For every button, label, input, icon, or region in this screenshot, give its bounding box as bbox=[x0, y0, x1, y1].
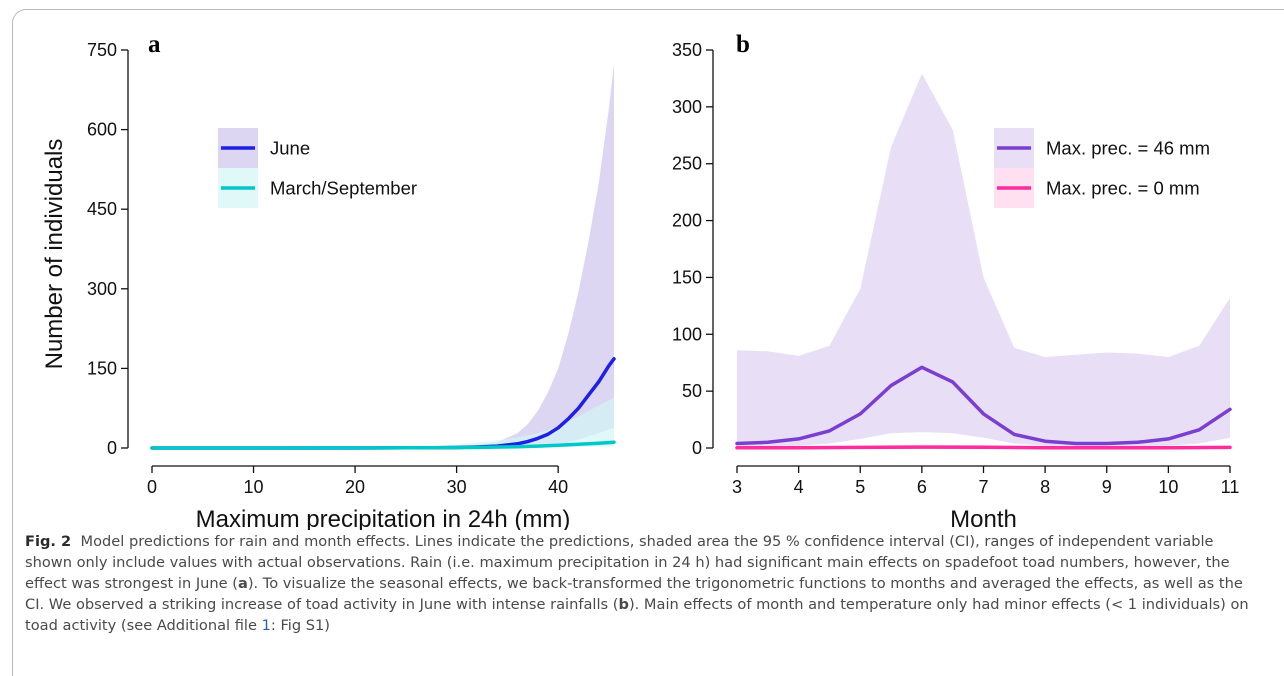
y-tick-label-a-5: 750 bbox=[87, 40, 117, 60]
legend-a: June March/September bbox=[218, 128, 417, 208]
y-tick-label-b-2: 100 bbox=[672, 324, 702, 344]
ci-band-b-0 bbox=[737, 73, 1230, 447]
x-tick-label-b-0: 3 bbox=[732, 477, 742, 497]
x-tick-label-a-3: 30 bbox=[447, 477, 467, 497]
figure-frame bbox=[12, 9, 1284, 676]
y-tick-label-b-5: 250 bbox=[672, 154, 702, 174]
legend-label-b-0: Max. prec. = 46 mm bbox=[1046, 138, 1210, 159]
figure-caption: Fig. 2 Model predictions for rain and mo… bbox=[25, 531, 1260, 636]
legend-label-a-0: June bbox=[270, 138, 310, 159]
figure-label: Fig. 2 bbox=[25, 533, 72, 550]
y-tick-label-a-3: 450 bbox=[87, 199, 117, 219]
x-tick-label-a-0: 0 bbox=[147, 477, 157, 497]
y-tick-label-a-2: 300 bbox=[87, 279, 117, 299]
caption-panel-ref-a: a bbox=[237, 575, 248, 592]
chart-panel-b: 0 50 100 150 200 250 300 350 3 4 5 6 7 8 9 10 11 Month b Ma… bbox=[672, 31, 1239, 530]
x-tick-label-b-6: 9 bbox=[1102, 477, 1112, 497]
ci-band-a-1 bbox=[152, 397, 614, 448]
caption-text-1: Model predictions for rain and month eff… bbox=[25, 533, 1230, 592]
legend-b: Max. prec. = 46 mm Max. prec. = 0 mm bbox=[994, 128, 1210, 208]
series-line-b-0 bbox=[735, 365, 1232, 446]
x-tick-label-b-7: 10 bbox=[1158, 477, 1178, 497]
x-tick-label-a-2: 20 bbox=[345, 477, 365, 497]
legend-label-b-1: Max. prec. = 0 mm bbox=[1046, 178, 1200, 199]
y-tick-label-a-1: 150 bbox=[87, 358, 117, 378]
legend-label-a-1: March/September bbox=[270, 178, 417, 199]
panel-tag-a: a bbox=[148, 31, 161, 58]
x-tick-label-b-3: 6 bbox=[917, 477, 927, 497]
y-tick-label-b-3: 150 bbox=[672, 267, 702, 287]
caption-text-2: ). To visualize the seasonal effects, we… bbox=[25, 575, 1243, 613]
y-tick-label-a-0: 0 bbox=[107, 438, 117, 458]
ci-band-a-0 bbox=[152, 63, 614, 449]
series-line-a-1 bbox=[150, 440, 616, 450]
x-tick-label-a-1: 10 bbox=[244, 477, 264, 497]
x-tick-label-a-4: 40 bbox=[548, 477, 568, 497]
y-axis-title-a: Number of individuals bbox=[41, 139, 68, 370]
x-tick-label-b-1: 4 bbox=[794, 477, 804, 497]
caption-text-3: ). Main effects of month and temperature… bbox=[25, 596, 1249, 634]
panel-tag-b: b bbox=[736, 31, 750, 58]
y-tick-label-b-0: 0 bbox=[692, 438, 702, 458]
y-tick-label-b-4: 200 bbox=[672, 211, 702, 231]
x-tick-label-b-8: 11 bbox=[1221, 477, 1240, 497]
x-tick-label-b-4: 7 bbox=[978, 477, 988, 497]
x-axis-title-b: Month bbox=[950, 506, 1017, 530]
x-tick-label-b-2: 5 bbox=[855, 477, 865, 497]
y-tick-label-b-6: 300 bbox=[672, 97, 702, 117]
caption-panel-ref-b: b bbox=[618, 596, 629, 613]
y-tick-label-b-7: 350 bbox=[672, 40, 702, 60]
additional-file-link[interactable]: 1 bbox=[261, 617, 271, 634]
x-axis-title-a: Maximum precipitation in 24h (mm) bbox=[196, 506, 571, 530]
chart-panel-a: 0 150 300 450 600 750 0 10 20 30 40 Maximum precipi… bbox=[41, 31, 616, 530]
series-line-b-1 bbox=[735, 445, 1232, 450]
x-tick-label-b-5: 8 bbox=[1040, 477, 1050, 497]
caption-text-4: : Fig S1) bbox=[270, 617, 330, 634]
y-tick-label-a-4: 600 bbox=[87, 120, 117, 140]
y-tick-label-b-1: 50 bbox=[682, 381, 702, 401]
